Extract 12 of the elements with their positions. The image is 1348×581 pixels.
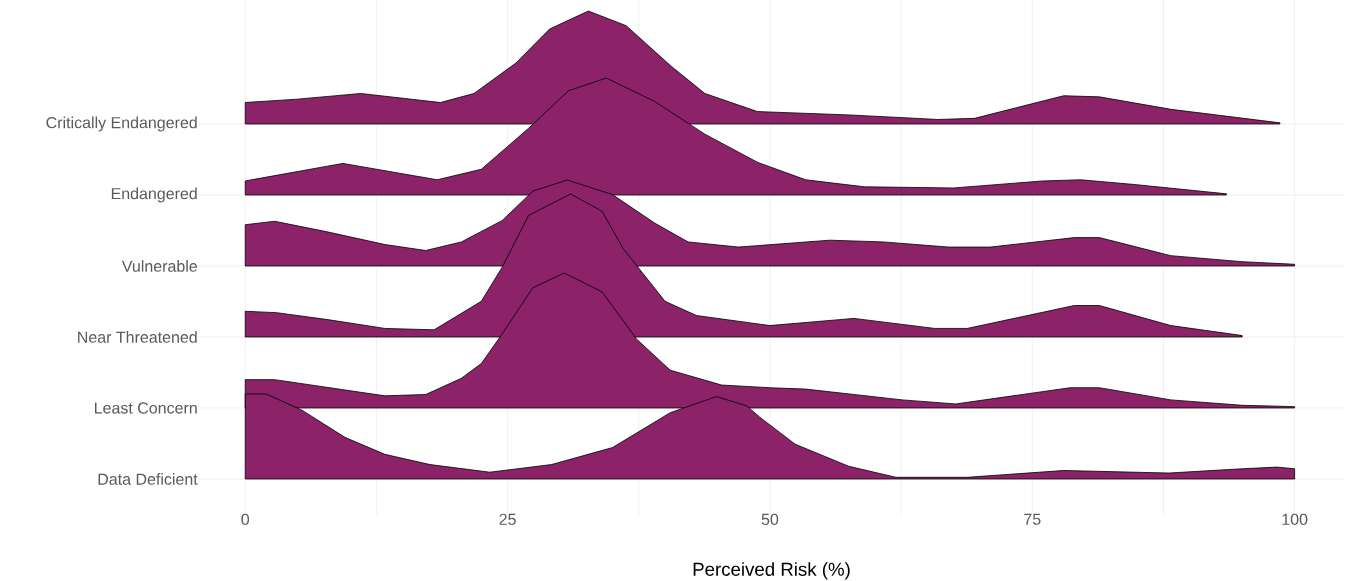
x-tick-label: 50 xyxy=(761,513,779,526)
x-tick-label: 25 xyxy=(499,513,516,526)
text: Endangered xyxy=(111,187,197,203)
text: Least Concern xyxy=(95,402,197,414)
x-tick-label: 100 xyxy=(1282,513,1308,526)
text: Data Deficient xyxy=(98,473,198,485)
text: Critically Endangered xyxy=(46,116,197,132)
x-axis-title: Perceived Risk (%) xyxy=(693,562,850,580)
text: Vulnerable xyxy=(121,260,198,272)
x-tick-label: 0 xyxy=(241,513,250,526)
x-tick-label: 75 xyxy=(1024,513,1041,525)
text: Near Threatened xyxy=(78,331,197,343)
